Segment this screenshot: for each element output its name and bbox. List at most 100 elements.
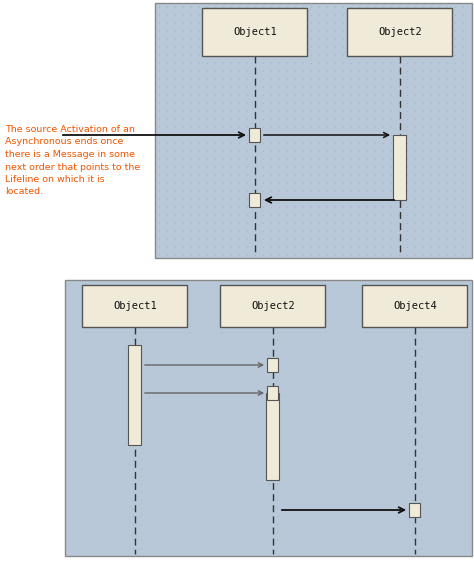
Point [129, 303, 137, 312]
Point [403, 122, 411, 131]
Point [465, 512, 473, 521]
Point [235, 42, 243, 51]
Point [177, 399, 185, 408]
Point [457, 456, 465, 465]
Point [435, 195, 443, 204]
Point [305, 391, 313, 400]
Point [193, 351, 201, 360]
Point [161, 303, 169, 312]
Point [129, 487, 137, 496]
Point [401, 391, 409, 400]
Point [323, 187, 331, 196]
Point [177, 407, 185, 416]
Point [371, 243, 379, 252]
Point [185, 519, 193, 528]
Point [291, 59, 299, 68]
Point [105, 512, 113, 521]
Point [121, 527, 129, 536]
Point [299, 170, 307, 179]
Point [97, 399, 105, 408]
Point [193, 496, 201, 505]
Point [121, 535, 129, 544]
Point [387, 250, 395, 259]
Point [339, 139, 347, 148]
Point [145, 399, 153, 408]
Point [329, 319, 337, 328]
Point [313, 527, 321, 536]
Point [315, 82, 323, 91]
Point [201, 296, 209, 305]
Point [177, 368, 185, 377]
Point [241, 456, 249, 465]
Point [289, 504, 297, 513]
Point [345, 535, 353, 544]
Point [259, 130, 267, 139]
Point [385, 280, 393, 289]
Point [203, 82, 211, 91]
Point [251, 227, 259, 236]
Point [241, 384, 249, 393]
Point [443, 147, 451, 156]
Point [377, 512, 385, 521]
Point [339, 250, 347, 259]
Point [425, 496, 433, 505]
Point [337, 512, 345, 521]
Point [281, 303, 289, 312]
Point [273, 447, 281, 456]
Point [347, 90, 355, 99]
Point [315, 67, 323, 76]
Point [355, 235, 363, 244]
Point [331, 227, 339, 236]
Point [361, 336, 369, 345]
Point [201, 416, 209, 425]
Point [379, 250, 387, 259]
Point [121, 479, 129, 488]
Point [201, 512, 209, 521]
Point [273, 368, 281, 377]
Point [417, 519, 425, 528]
Point [291, 155, 299, 164]
Point [153, 416, 161, 425]
Point [465, 328, 473, 337]
Point [289, 336, 297, 345]
Point [355, 19, 363, 28]
Point [235, 82, 243, 91]
Point [451, 178, 459, 187]
Point [337, 368, 345, 377]
Point [121, 311, 129, 320]
Point [467, 147, 474, 156]
Point [233, 519, 241, 528]
Point [403, 202, 411, 212]
Point [353, 544, 361, 553]
Point [321, 351, 329, 360]
Point [371, 90, 379, 99]
Point [377, 296, 385, 305]
Point [209, 544, 217, 553]
Point [345, 544, 353, 553]
Point [89, 416, 97, 425]
Point [379, 27, 387, 36]
Point [281, 472, 289, 481]
Point [227, 178, 235, 187]
Point [209, 519, 217, 528]
Point [403, 19, 411, 28]
Point [203, 178, 211, 187]
Point [457, 464, 465, 473]
Point [305, 447, 313, 456]
Point [363, 27, 371, 36]
Point [171, 42, 179, 51]
Point [443, 202, 451, 212]
Point [145, 336, 153, 345]
Point [401, 487, 409, 496]
Point [363, 67, 371, 76]
Point [323, 170, 331, 179]
Point [385, 303, 393, 312]
Point [409, 399, 417, 408]
Point [371, 218, 379, 227]
Point [449, 296, 457, 305]
Point [315, 107, 323, 116]
Point [249, 527, 257, 536]
Point [283, 227, 291, 236]
Point [129, 343, 137, 352]
Point [163, 235, 171, 244]
